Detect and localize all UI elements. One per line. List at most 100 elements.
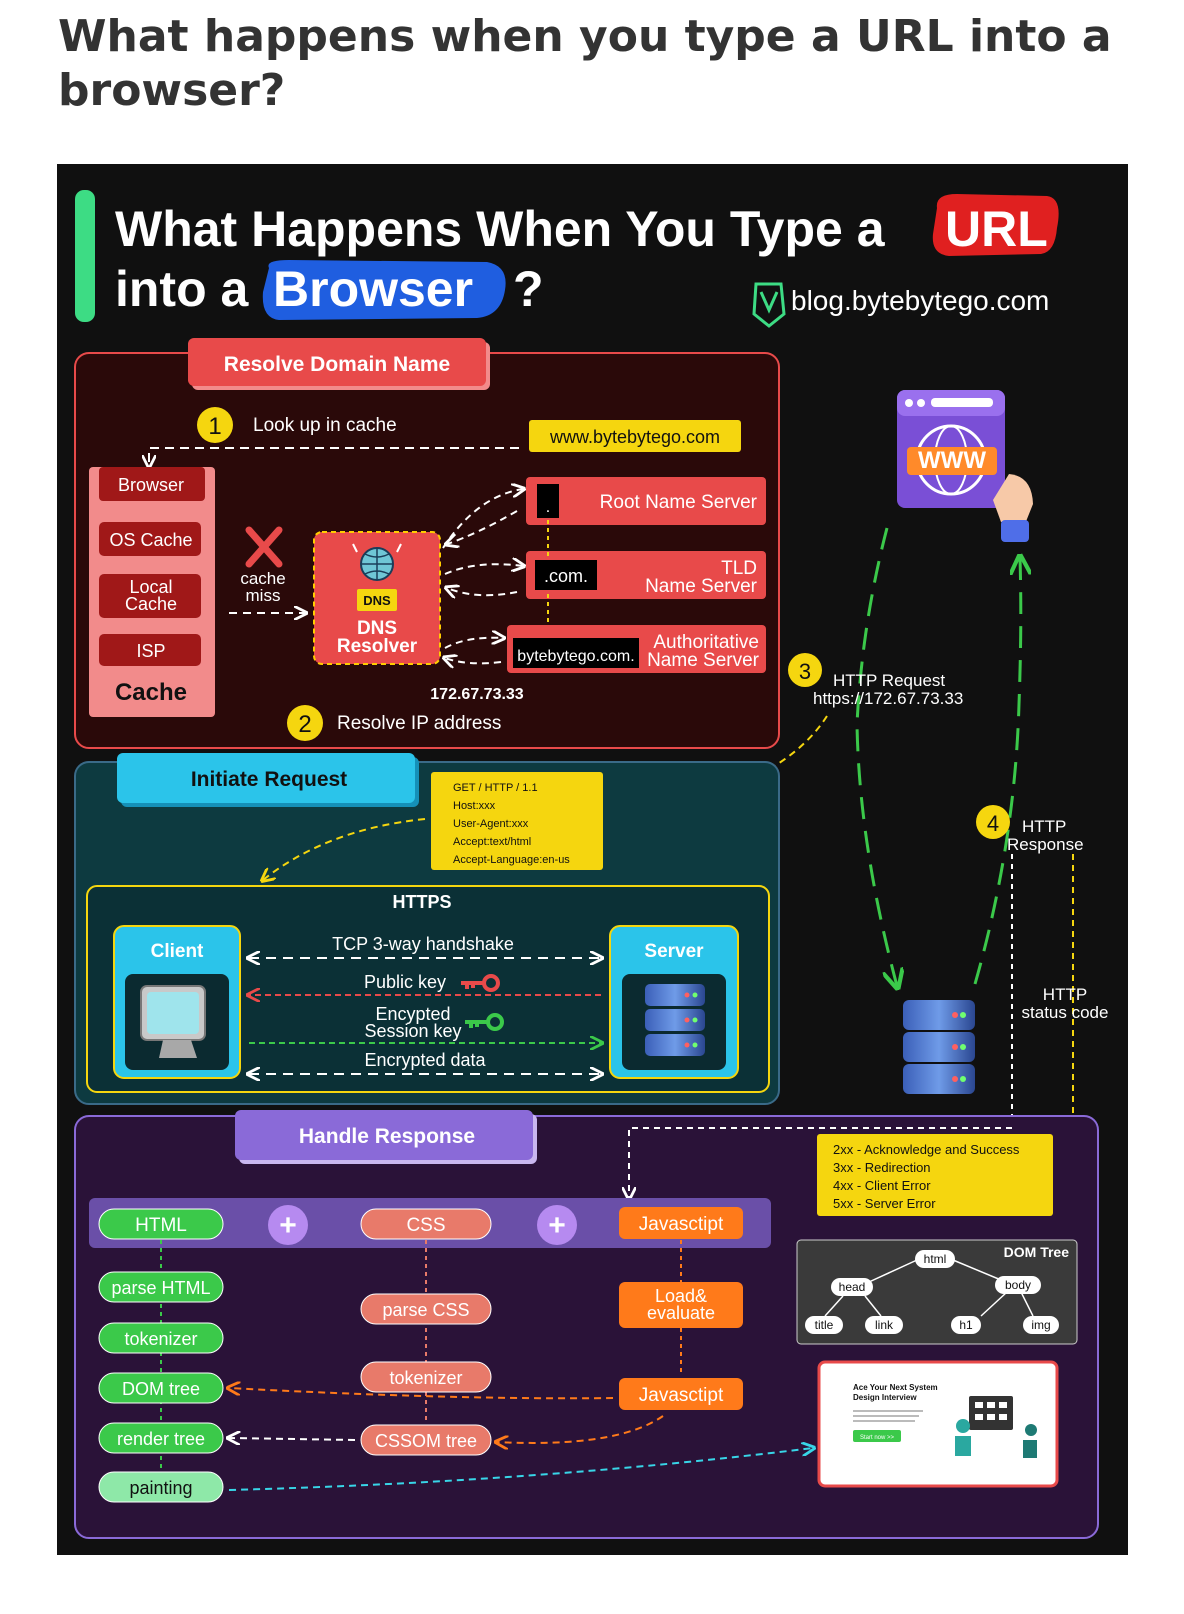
client-label: Client [151, 941, 204, 962]
status-codes-box [817, 1134, 1053, 1216]
dom-node-title: title [815, 1318, 834, 1332]
http-request-box [431, 772, 603, 870]
preview-heading: Ace Your Next System Design Interview [853, 1383, 938, 1402]
step3-label: HTTP Request [833, 671, 945, 690]
step2-circle [287, 705, 323, 741]
server-label: Server [644, 941, 704, 962]
step3-url: https://172.67.73.33 [813, 689, 963, 708]
preview-start-label: Start now >> [860, 1435, 895, 1441]
plus-circle-2 [537, 1205, 577, 1245]
status-code-4xx: 4xx - Client Error [833, 1178, 931, 1193]
page-title: What happens when you type a URL into a … [58, 11, 1112, 116]
cssom-to-render-arrow [229, 1438, 356, 1440]
bytebytego-logo-icon [752, 282, 786, 328]
cache-miss-label: cache miss [240, 569, 285, 605]
dom-tree-panel [796, 1239, 1078, 1345]
preview-illustration [955, 1396, 1037, 1458]
dom-node-h1: h1 [959, 1318, 973, 1332]
dom-node-title-bg [805, 1316, 843, 1334]
domain-box [529, 420, 741, 452]
cache-item-isp: ISP [136, 641, 165, 661]
http-line-1: GET / HTTP / 1.1 [453, 782, 538, 794]
resolve-title: Resolve Domain Name [224, 353, 450, 376]
root-server-label: Root Name Server [600, 492, 758, 513]
http-line-2: Host:xxx [453, 800, 496, 812]
dom-node-img: img [1031, 1318, 1050, 1332]
parse-css-pill [360, 1293, 492, 1325]
step1-number: 1 [208, 413, 221, 440]
response-title: Handle Response [299, 1125, 475, 1148]
css-tokenizer-label: tokenizer [389, 1368, 462, 1388]
dom-node-html: html [924, 1252, 947, 1266]
cache-title: Cache [115, 679, 187, 706]
dns-globe-icon [352, 543, 402, 581]
status-code-label: HTTP status code [1022, 985, 1109, 1022]
cache-item-os-bg [99, 522, 201, 556]
tld-tag: .com. [544, 566, 588, 586]
green-key-icon [465, 1013, 504, 1031]
www-label: WWW [918, 447, 986, 474]
plus-circle-1 [268, 1205, 308, 1245]
css-tokenizer-pill [360, 1361, 492, 1393]
cache-item-isp-bg [99, 634, 201, 666]
render-tree-label: render tree [117, 1429, 205, 1449]
www-browser-icon [897, 390, 1033, 542]
root-to-dns-arrow [447, 510, 518, 544]
diagram-svg: What Happens When You Type a URL into a … [74, 190, 1109, 1539]
step4-number: 4 [987, 811, 999, 836]
load-evaluate-label: Load& evaluate [647, 1286, 715, 1323]
auth-tag-bg [513, 638, 639, 668]
dom-node-body: body [1005, 1278, 1031, 1292]
auth-tag: bytebytego.com. [517, 648, 634, 665]
step4-label: HTTP Response [1007, 817, 1084, 854]
step3-number: 3 [799, 659, 811, 684]
root-dot-tag [537, 484, 559, 518]
infographic: What Happens When You Type a URL into a … [57, 164, 1128, 1555]
step1-label: Look up in cache [253, 415, 397, 436]
header-accent-bar [75, 190, 95, 322]
html-label: HTML [135, 1215, 187, 1236]
request-title: Initiate Request [191, 768, 347, 791]
load-evaluate-pill [619, 1282, 743, 1328]
cache-item-local-bg [99, 574, 201, 618]
root-server-box [526, 477, 766, 525]
dns-to-tld-arrow [444, 564, 523, 575]
parse-html-label: parse HTML [111, 1278, 210, 1298]
http-response-arrow [973, 558, 1021, 985]
domain-text: www.bytebytego.com [549, 427, 720, 447]
header-question: ? [513, 261, 544, 317]
dom-tree-label: DOM tree [122, 1379, 200, 1399]
resolved-ip: 172.67.73.33 [430, 686, 524, 703]
painting-label: painting [129, 1478, 192, 1498]
js-pill [619, 1207, 743, 1239]
js-exec-pill [619, 1378, 743, 1410]
step1-circle [197, 407, 233, 443]
cache-miss-x-icon [245, 526, 283, 568]
cache-item-browser: Browser [118, 475, 184, 495]
request-title-badge [117, 753, 415, 803]
handshake-label: TCP 3-way handshake [332, 934, 514, 954]
root-dot: . [546, 499, 550, 516]
render-tree-pill [98, 1422, 224, 1454]
encrypted-data-label: Encrypted data [364, 1050, 486, 1070]
header-browser-word: Browser [273, 261, 473, 317]
css-label: CSS [406, 1215, 445, 1236]
https-title: HTTPS [392, 892, 451, 912]
response-title-badge [235, 1110, 533, 1160]
js-label: Javasctipt [639, 1214, 724, 1235]
rendered-page-preview [817, 1360, 1059, 1488]
html-tokenizer-pill [98, 1322, 224, 1354]
cache-item-local: Local Cache [125, 577, 177, 614]
http-line-4: Accept:text/html [453, 836, 531, 848]
header-line2: into a [115, 261, 250, 317]
painting-pill [98, 1471, 224, 1503]
dom-tree-pill [98, 1372, 224, 1404]
dom-node-head-bg [831, 1278, 873, 1296]
tld-tag-bg [535, 560, 597, 590]
cache-item-os: OS Cache [109, 530, 192, 550]
js-to-dom-arrow [229, 1388, 614, 1400]
browser-highlight [262, 260, 506, 320]
dom-tree-title: DOM Tree [1004, 1244, 1070, 1260]
http-request-arrow [855, 527, 897, 986]
js-to-cssom-arrow [497, 1415, 664, 1443]
